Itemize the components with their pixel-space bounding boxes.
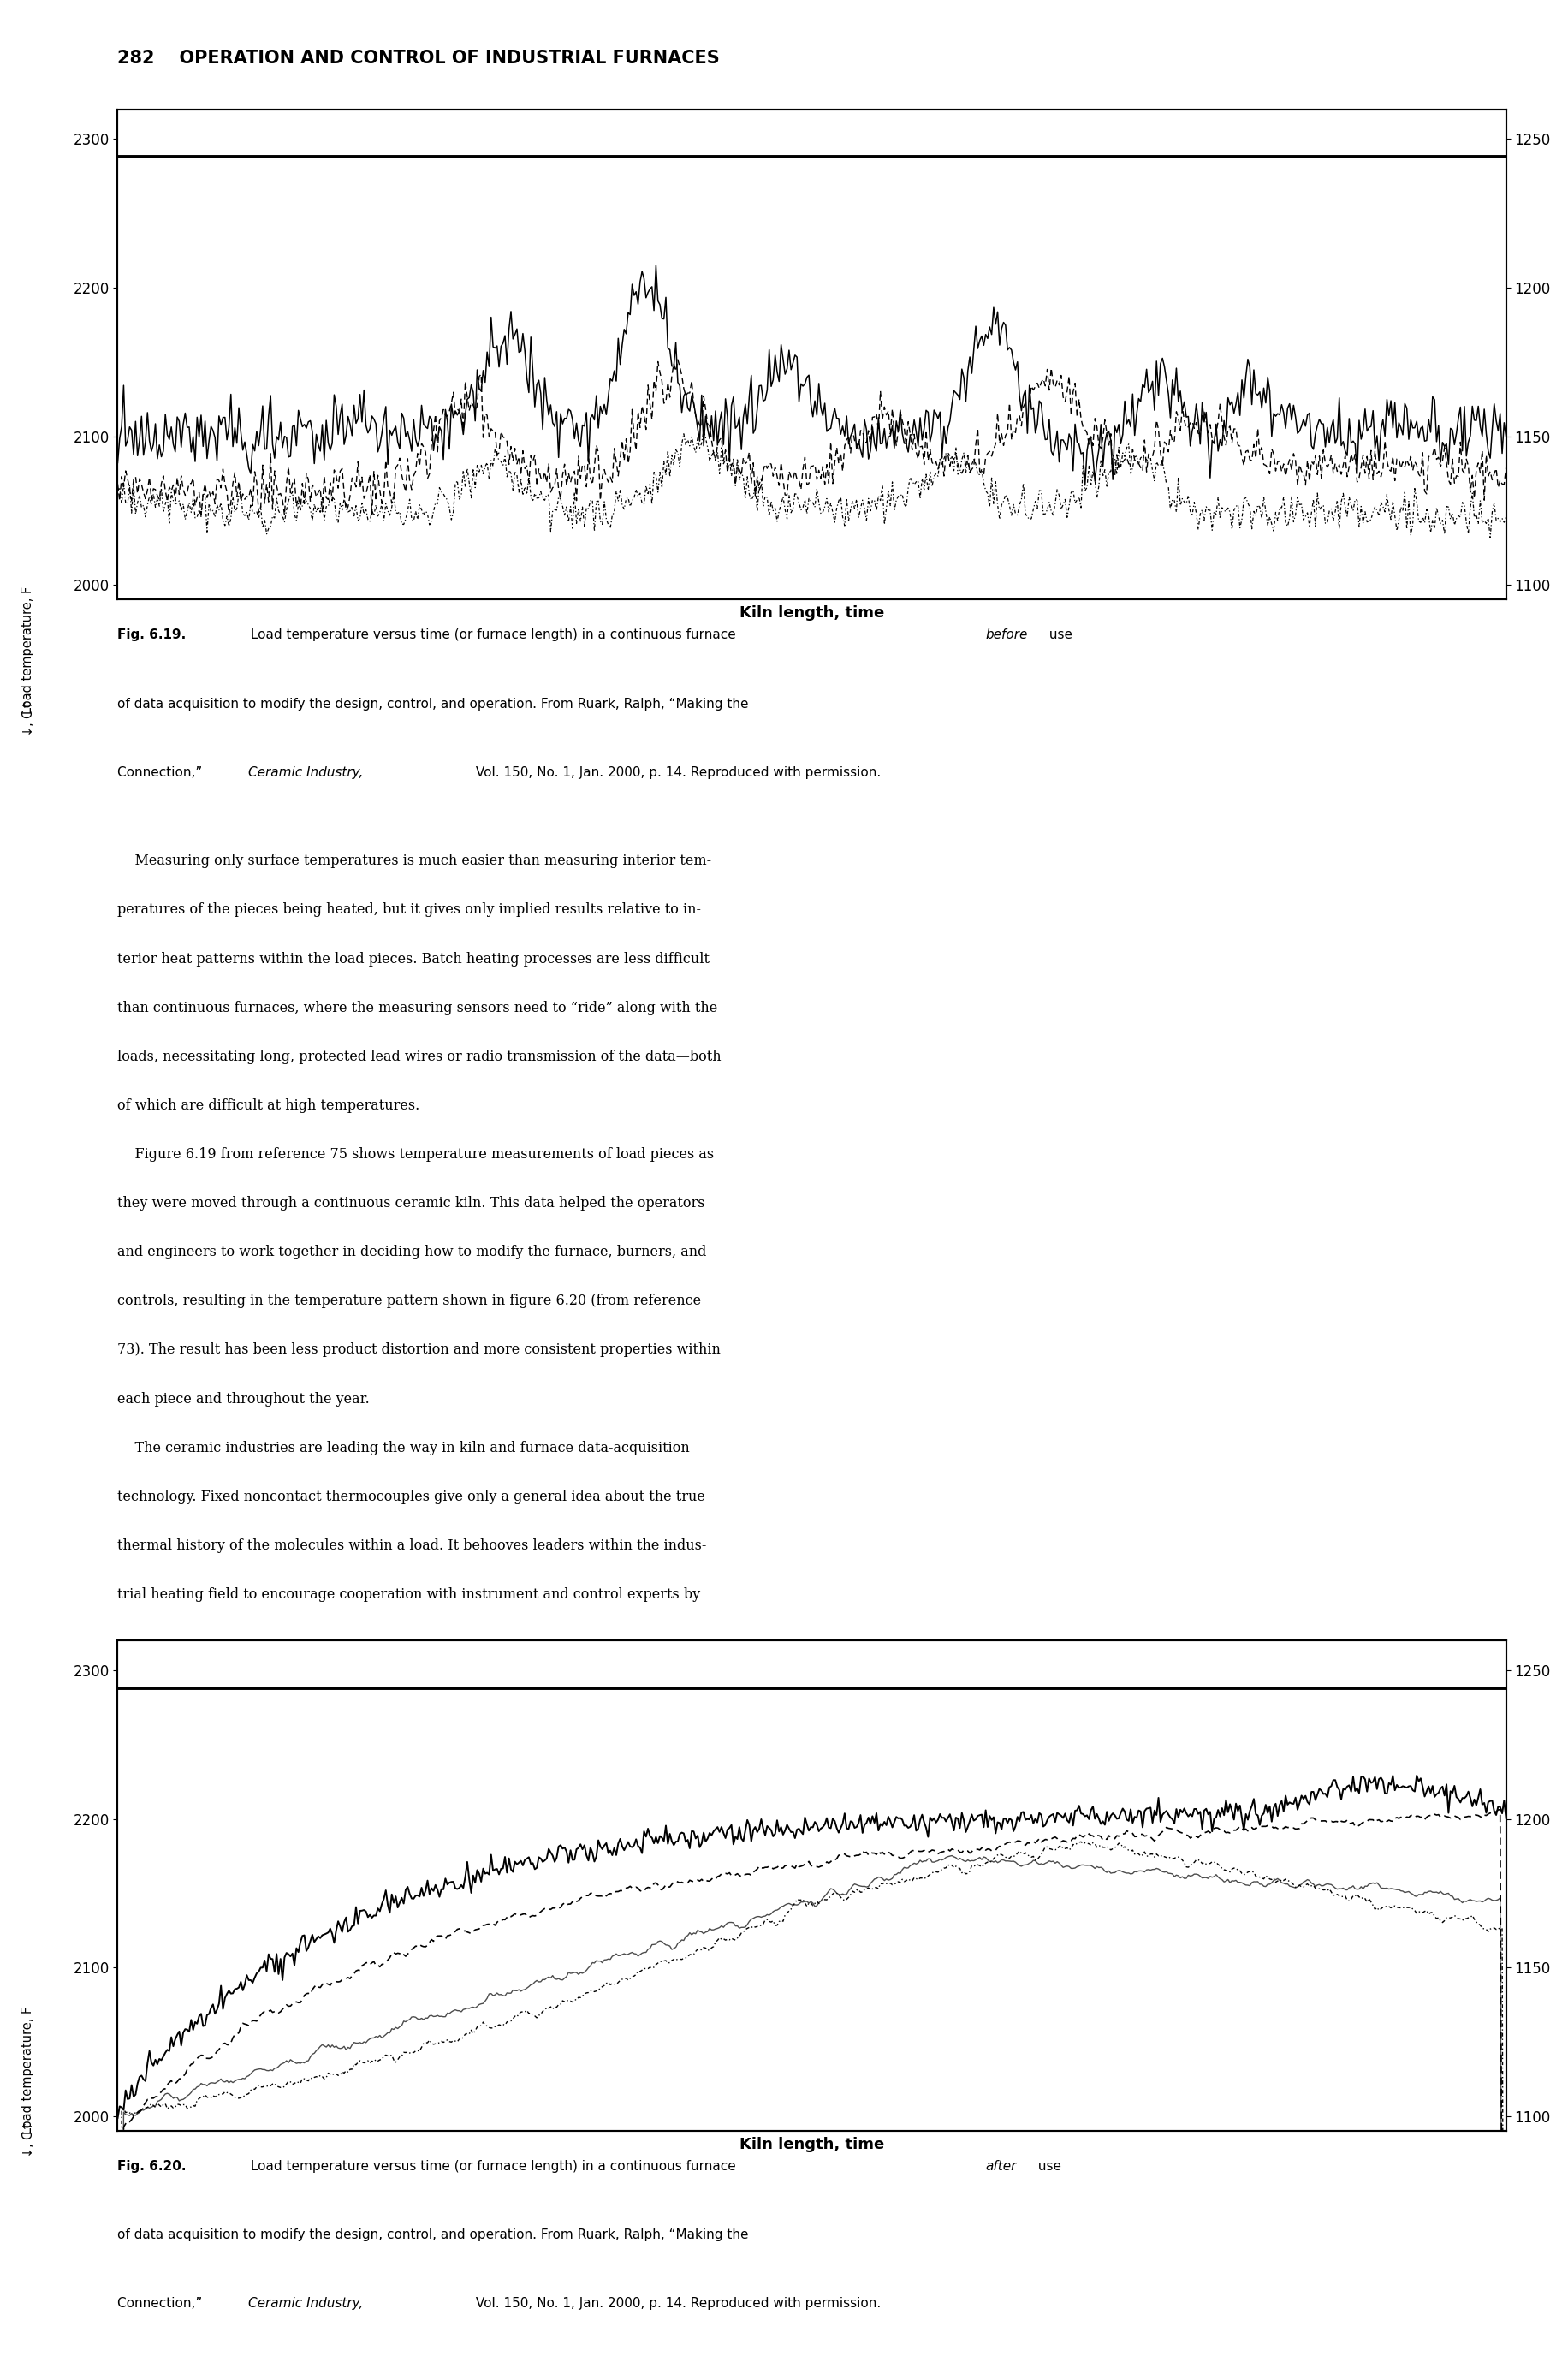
Text: than continuous furnaces, where the measuring sensors need to “ride” along with : than continuous furnaces, where the meas… bbox=[118, 1000, 718, 1014]
Text: and engineers to work together in deciding how to modify the furnace, burners, a: and engineers to work together in decidi… bbox=[118, 1245, 707, 1259]
Text: trial heating field to encourage cooperation with instrument and control experts: trial heating field to encourage coopera… bbox=[118, 1587, 701, 1602]
X-axis label: Kiln length, time: Kiln length, time bbox=[739, 2137, 884, 2152]
Text: Fig. 6.19.: Fig. 6.19. bbox=[118, 628, 187, 643]
Text: Connection,”: Connection,” bbox=[118, 766, 207, 778]
Text: of data acquisition to modify the design, control, and operation. From Ruark, Ra: of data acquisition to modify the design… bbox=[118, 2228, 748, 2242]
Text: of which are difficult at high temperatures.: of which are difficult at high temperatu… bbox=[118, 1097, 420, 1114]
Text: thermal history of the molecules within a load. It behooves leaders within the i: thermal history of the molecules within … bbox=[118, 1537, 707, 1552]
Text: peratures of the pieces being heated, but it gives only implied results relative: peratures of the pieces being heated, bu… bbox=[118, 902, 701, 916]
Text: Vol. 150, No. 1, Jan. 2000, p. 14. Reproduced with permission.: Vol. 150, No. 1, Jan. 2000, p. 14. Repro… bbox=[472, 766, 881, 778]
Text: Fig. 6.20.: Fig. 6.20. bbox=[118, 2161, 187, 2173]
Text: 73). The result has been less product distortion and more consistent properties : 73). The result has been less product di… bbox=[118, 1342, 721, 1357]
Text: before: before bbox=[985, 628, 1027, 643]
Text: Vol. 150, No. 1, Jan. 2000, p. 14. Reproduced with permission.: Vol. 150, No. 1, Jan. 2000, p. 14. Repro… bbox=[472, 2297, 881, 2311]
Text: Connection,”: Connection,” bbox=[118, 2297, 207, 2311]
Text: Measuring only surface temperatures is much easier than measuring interior tem-: Measuring only surface temperatures is m… bbox=[118, 854, 712, 869]
Text: Ceramic Industry,: Ceramic Industry, bbox=[248, 2297, 362, 2311]
Text: $↓$, C$↑$: $↓$, C$↑$ bbox=[20, 700, 36, 738]
Text: each piece and throughout the year.: each piece and throughout the year. bbox=[118, 1392, 370, 1407]
Text: after: after bbox=[985, 2161, 1016, 2173]
Text: Load temperature, F: Load temperature, F bbox=[22, 2006, 34, 2135]
Text: use: use bbox=[1033, 2161, 1062, 2173]
Text: $↓$, C$↑$: $↓$, C$↑$ bbox=[20, 2121, 36, 2159]
Text: technology. Fixed noncontact thermocouples give only a general idea about the tr: technology. Fixed noncontact thermocoupl… bbox=[118, 1490, 706, 1504]
Text: terior heat patterns within the load pieces. Batch heating processes are less di: terior heat patterns within the load pie… bbox=[118, 952, 710, 966]
Text: Figure 6.19 from reference 75 shows temperature measurements of load pieces as: Figure 6.19 from reference 75 shows temp… bbox=[118, 1147, 713, 1161]
Text: The ceramic industries are leading the way in kiln and furnace data-acquisition: The ceramic industries are leading the w… bbox=[118, 1440, 690, 1454]
Text: Load temperature, F: Load temperature, F bbox=[22, 585, 34, 714]
Text: Load temperature versus time (or furnace length) in a continuous furnace: Load temperature versus time (or furnace… bbox=[246, 2161, 740, 2173]
Text: Load temperature versus time (or furnace length) in a continuous furnace: Load temperature versus time (or furnace… bbox=[246, 628, 740, 643]
Text: loads, necessitating long, protected lead wires or radio transmission of the dat: loads, necessitating long, protected lea… bbox=[118, 1050, 721, 1064]
Text: controls, resulting in the temperature pattern shown in figure 6.20 (from refere: controls, resulting in the temperature p… bbox=[118, 1295, 701, 1309]
Text: they were moved through a continuous ceramic kiln. This data helped the operator: they were moved through a continuous cer… bbox=[118, 1197, 706, 1211]
Text: 282    OPERATION AND CONTROL OF INDUSTRIAL FURNACES: 282 OPERATION AND CONTROL OF INDUSTRIAL … bbox=[118, 50, 720, 67]
Text: use: use bbox=[1044, 628, 1073, 643]
Text: Ceramic Industry,: Ceramic Industry, bbox=[248, 766, 362, 778]
Text: of data acquisition to modify the design, control, and operation. From Ruark, Ra: of data acquisition to modify the design… bbox=[118, 697, 748, 709]
X-axis label: Kiln length, time: Kiln length, time bbox=[739, 605, 884, 621]
